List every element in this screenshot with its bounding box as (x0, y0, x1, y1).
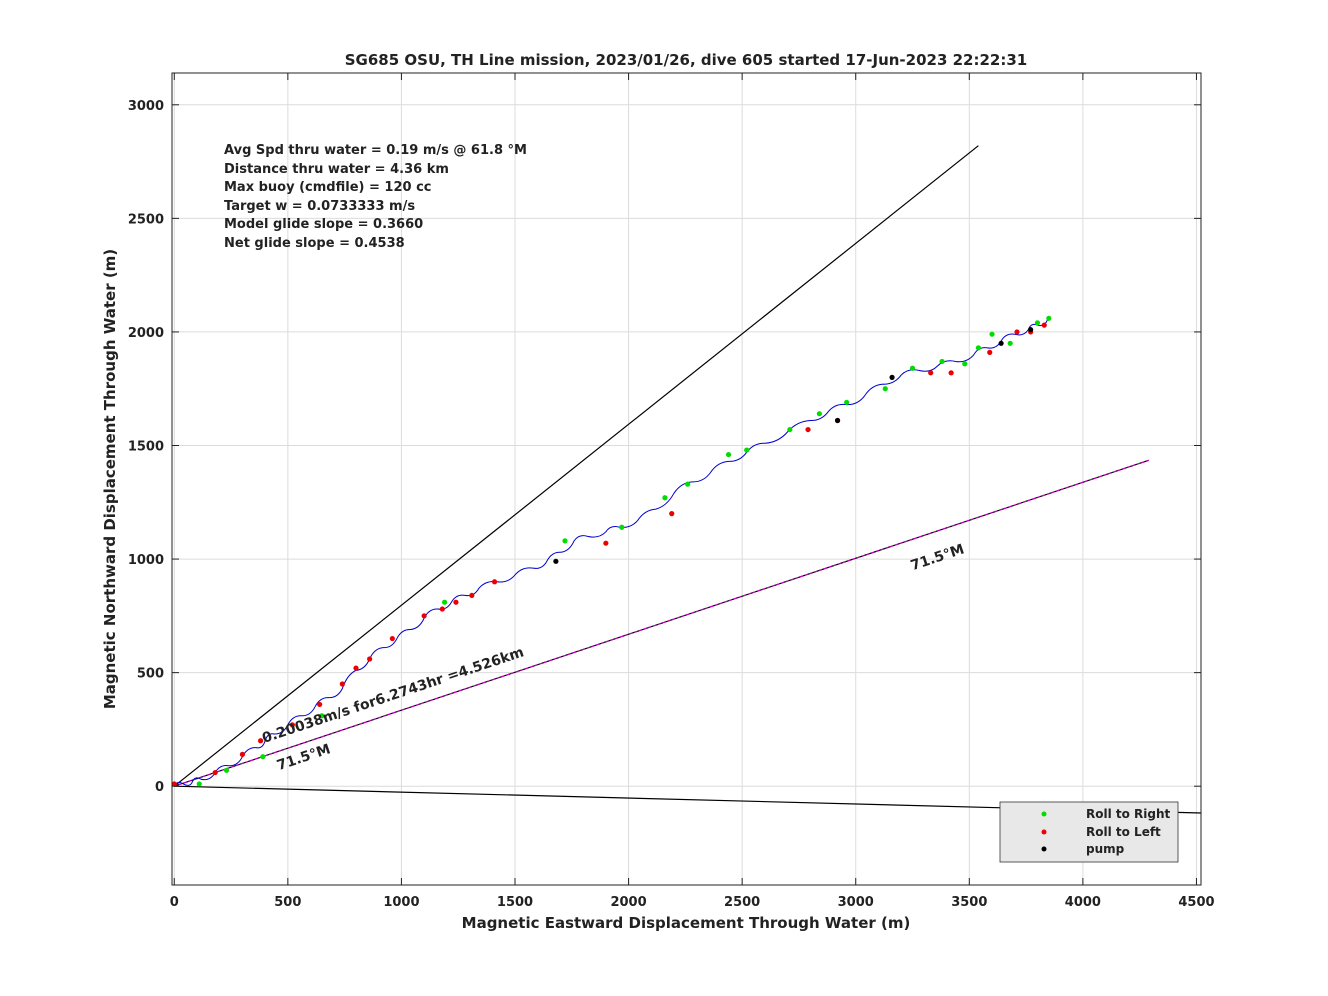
roll-left-marker (439, 606, 445, 612)
roll-right-marker (319, 713, 325, 719)
info-line-net-glide: Net glide slope = 0.4538 (224, 236, 405, 251)
roll-left-marker (948, 370, 954, 376)
y-tick-label: 1000 (128, 553, 164, 568)
reference-line (174, 459, 1149, 787)
legend-box (999, 801, 1179, 863)
roll-left-marker (1041, 322, 1047, 328)
legend-marker-roll-left (1041, 829, 1047, 835)
markers (171, 315, 1052, 787)
info-line-max-buoy: Max buoy (cmdfile) = 120 cc (224, 180, 431, 195)
x-tick-label: 3000 (838, 895, 874, 910)
roll-left-marker (389, 635, 395, 642)
legend-marker-roll-right (1041, 811, 1047, 817)
legend-label-roll-right: Roll to Right (1086, 807, 1171, 821)
x-tick-label: 2000 (610, 895, 646, 910)
grid-lines (172, 73, 1201, 885)
roll-right-marker (619, 524, 625, 530)
roll-right-marker (196, 781, 202, 787)
legend: Roll to Right Roll to Left pump (999, 801, 1179, 863)
info-line-target-w: Target w = 0.0733333 m/s (224, 199, 415, 214)
roll-right-marker (909, 365, 916, 371)
roll-right-marker (1046, 315, 1052, 321)
roll-left-marker (239, 751, 246, 757)
roll-left-marker (987, 349, 993, 355)
track-line (173, 319, 1049, 787)
x-axis-label: Magnetic Eastward Displacement Through W… (462, 914, 911, 932)
roll-right-marker (441, 599, 448, 605)
roll-right-marker (939, 358, 945, 365)
roll-right-marker (975, 345, 981, 351)
roll-left-marker (805, 426, 811, 433)
roll-right-marker (787, 426, 793, 433)
x-tick-label: 1500 (497, 895, 533, 910)
y-tick-label: 2500 (128, 212, 164, 227)
roll-right-marker (685, 481, 691, 487)
roll-right-marker (844, 399, 850, 405)
roll-left-marker (212, 769, 218, 776)
y-tick-label: 3000 (128, 99, 164, 114)
roll-left-marker (491, 579, 498, 585)
x-tick-label: 0 (170, 895, 179, 910)
roll-right-marker (744, 447, 750, 453)
legend-label-pump: pump (1086, 842, 1125, 856)
pump-marker (998, 340, 1004, 346)
chart-title: SG685 OSU, TH Line mission, 2023/01/26, … (345, 51, 1028, 69)
ticks: 0 500 1000 1500 2000 2500 3000 3500 4000 4500 0 500… (128, 73, 1215, 910)
roll-right-marker (562, 538, 568, 544)
roll-left-marker (928, 370, 934, 376)
roll-right-marker (882, 386, 888, 392)
roll-right-marker (223, 767, 230, 773)
plot-frame (171, 72, 1202, 886)
x-tick-label: 1000 (383, 895, 419, 910)
roll-right-marker (1034, 320, 1041, 326)
roll-right-marker (816, 411, 822, 417)
x-tick-label: 4000 (1065, 895, 1101, 910)
roll-right-marker (989, 331, 995, 337)
roll-left-marker (1014, 329, 1020, 335)
roll-right-marker (962, 361, 968, 367)
roll-left-marker (171, 781, 177, 787)
y-axis-label: Magnetic Northward Displacement Through … (101, 249, 119, 709)
pump-marker (834, 417, 841, 424)
roll-right-marker (260, 754, 266, 760)
roll-left-marker (469, 592, 475, 599)
roll-left-marker (339, 681, 345, 687)
roll-left-marker (289, 722, 295, 728)
info-line-speed: Avg Spd thru water = 0.19 m/s @ 61.8 °M (224, 143, 527, 158)
y-tick-label: 1500 (128, 439, 164, 454)
roll-left-marker (317, 701, 323, 708)
roll-left-marker (603, 540, 609, 546)
x-tick-label: 3500 (951, 895, 987, 910)
info-box: Avg Spd thru water = 0.19 m/s @ 61.8 °M … (224, 143, 527, 251)
track (173, 319, 1049, 787)
x-tick-label: 4500 (1178, 895, 1214, 910)
roll-left-marker (669, 511, 675, 517)
legend-label-roll-left: Roll to Left (1086, 825, 1161, 839)
y-tick-label: 500 (137, 667, 164, 682)
roll-left-marker (453, 599, 459, 605)
roll-right-marker (725, 451, 732, 458)
x-tick-label: 2500 (724, 895, 760, 910)
pump-marker (889, 374, 895, 380)
roll-left-marker (257, 738, 264, 744)
info-line-model-glide: Model glide slope = 0.3660 (224, 217, 423, 232)
info-line-distance: Distance thru water = 4.36 km (224, 162, 449, 177)
roll-left-marker (367, 656, 373, 662)
x-tick-label: 500 (274, 895, 301, 910)
reference-line (173, 145, 979, 787)
pump-marker (553, 558, 559, 564)
plot-area (172, 73, 1201, 885)
roll-left-marker (421, 613, 427, 619)
pump-marker (1028, 327, 1034, 333)
y-tick-label: 0 (155, 780, 164, 795)
legend-marker-pump (1041, 846, 1047, 852)
roll-left-marker (353, 665, 359, 671)
roll-right-marker (1007, 340, 1013, 346)
roll-right-marker (662, 495, 668, 501)
y-tick-label: 2000 (128, 326, 164, 341)
